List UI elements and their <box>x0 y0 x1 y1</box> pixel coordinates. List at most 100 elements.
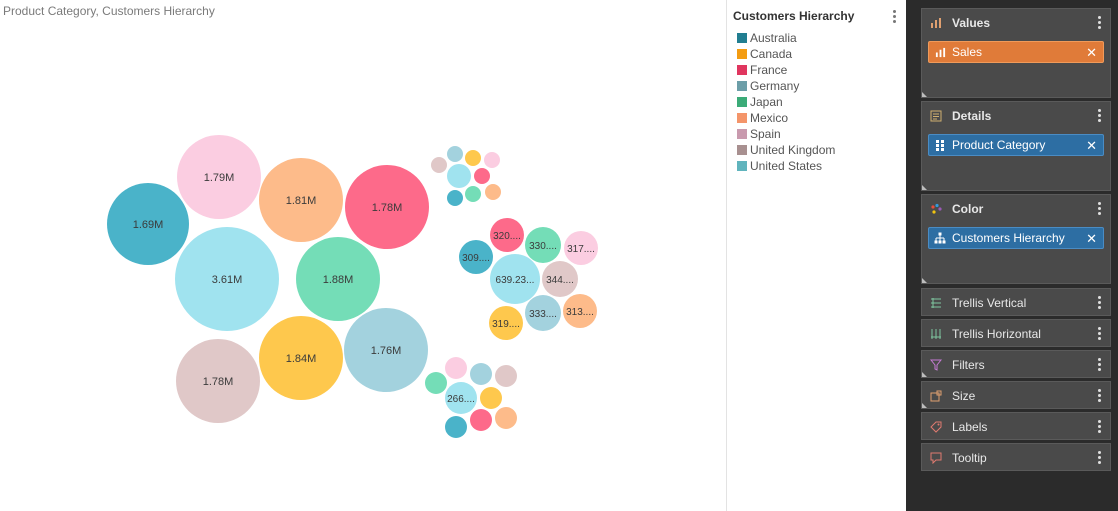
tooltip-well[interactable]: Tooltip <box>921 443 1111 471</box>
labels-label: Labels <box>952 420 988 434</box>
bubble[interactable] <box>175 227 279 331</box>
filters-label: Filters <box>952 358 985 372</box>
panel-splitter[interactable] <box>906 0 915 511</box>
remove-product-category-icon[interactable]: ✕ <box>1086 138 1097 153</box>
tag-icon <box>929 420 943 434</box>
legend-swatch <box>737 49 747 59</box>
bubble-label: 1.84M <box>286 353 317 365</box>
labels-menu-icon[interactable] <box>1096 419 1102 435</box>
legend-item[interactable]: United Kingdom <box>737 142 835 158</box>
bubble[interactable] <box>525 295 561 331</box>
well-resize-handle[interactable] <box>922 92 927 97</box>
bubble[interactable] <box>490 254 540 304</box>
remove-sales-icon[interactable]: ✕ <box>1086 45 1097 60</box>
well-resize-handle[interactable] <box>922 403 927 408</box>
filters-well[interactable]: Filters <box>921 350 1111 378</box>
customers-hierarchy-pill[interactable]: Customers Hierarchy ✕ <box>928 227 1104 249</box>
remove-customers-hierarchy-icon[interactable]: ✕ <box>1086 231 1097 246</box>
grip-icon <box>934 139 946 151</box>
filters-menu-icon[interactable] <box>1096 357 1102 373</box>
values-menu-icon[interactable] <box>1096 15 1102 31</box>
bubble-chart: 3.61M 1.88M 1.84M 1.81M 1.79M 1.78M 1.78M 1.76M… <box>107 135 598 438</box>
bubble[interactable] <box>447 164 471 188</box>
bubble[interactable] <box>525 227 561 263</box>
legend-more-icon[interactable] <box>887 8 901 26</box>
well-resize-handle[interactable] <box>922 278 927 283</box>
trellis-vertical-icon <box>929 296 943 310</box>
trellis-vertical-well[interactable]: Trellis Vertical <box>921 288 1111 316</box>
bubble[interactable] <box>459 240 493 274</box>
legend-swatch <box>737 33 747 43</box>
bubble[interactable] <box>470 363 492 385</box>
bubble[interactable] <box>296 237 380 321</box>
bubble-label: 319.... <box>492 319 520 330</box>
bubble[interactable] <box>431 157 447 173</box>
bubble[interactable] <box>465 150 481 166</box>
trellis-horizontal-menu-icon[interactable] <box>1096 326 1102 342</box>
bubble[interactable] <box>484 152 500 168</box>
well-resize-handle[interactable] <box>922 372 927 377</box>
tooltip-header: Tooltip <box>922 444 1110 472</box>
trellis-horizontal-well[interactable]: Trellis Horizontal <box>921 319 1111 347</box>
bubble-label: 266.... <box>447 394 475 405</box>
legend-item[interactable]: France <box>737 62 835 78</box>
color-menu-icon[interactable] <box>1096 201 1102 217</box>
bubble-label: 333.... <box>529 309 557 320</box>
sales-pill[interactable]: Sales ✕ <box>928 41 1104 63</box>
bubble[interactable] <box>495 407 517 429</box>
bubble[interactable] <box>176 339 260 423</box>
bubble-label: 1.69M <box>133 219 164 231</box>
legend-item[interactable]: Canada <box>737 46 835 62</box>
bubble[interactable] <box>490 218 524 252</box>
values-well: Values Sales ✕ <box>921 8 1111 98</box>
bubble[interactable] <box>563 294 597 328</box>
bubble[interactable] <box>480 387 502 409</box>
legend-item[interactable]: Spain <box>737 126 835 142</box>
bubble[interactable] <box>470 409 492 431</box>
bubble[interactable] <box>445 416 467 438</box>
bubble[interactable] <box>465 186 481 202</box>
legend-label: Canada <box>750 47 793 61</box>
product-category-pill[interactable]: Product Category ✕ <box>928 134 1104 156</box>
size-well[interactable]: Size <box>921 381 1111 409</box>
bubble[interactable] <box>345 165 429 249</box>
legend-item[interactable]: Australia <box>737 30 835 46</box>
bubble[interactable] <box>107 183 189 265</box>
bubble[interactable] <box>344 308 428 392</box>
bubble[interactable] <box>542 261 578 297</box>
bubble[interactable] <box>447 146 463 162</box>
legend-title: Customers Hierarchy <box>733 9 855 23</box>
details-well: Details Product Category ✕ <box>921 101 1111 191</box>
bubble[interactable] <box>445 357 467 379</box>
legend: Customers Hierarchy Australia Canada Fra… <box>726 0 906 511</box>
trellis-vertical-menu-icon[interactable] <box>1096 295 1102 311</box>
legend-item[interactable]: Mexico <box>737 110 835 126</box>
bubble[interactable] <box>177 135 261 219</box>
hierarchy-icon <box>934 232 946 244</box>
legend-item[interactable]: Germany <box>737 78 835 94</box>
bubble[interactable] <box>259 316 343 400</box>
labels-well[interactable]: Labels <box>921 412 1111 440</box>
legend-item[interactable]: United States <box>737 158 835 174</box>
bubble[interactable] <box>447 190 463 206</box>
legend-list: Australia Canada France Germany Japan Me… <box>737 30 835 174</box>
bubble[interactable] <box>474 168 490 184</box>
legend-item[interactable]: Japan <box>737 94 835 110</box>
bubble[interactable] <box>489 306 523 340</box>
bubble-label: 1.79M <box>204 172 235 184</box>
size-menu-icon[interactable] <box>1096 388 1102 404</box>
tooltip-menu-icon[interactable] <box>1096 450 1102 466</box>
bubble[interactable] <box>445 382 477 414</box>
bubble[interactable] <box>564 231 598 265</box>
trellis-vertical-label: Trellis Vertical <box>952 296 1027 310</box>
bubble[interactable] <box>485 184 501 200</box>
bubble[interactable] <box>495 365 517 387</box>
well-resize-handle[interactable] <box>922 185 927 190</box>
details-well-header: Details <box>922 102 1110 130</box>
bubble[interactable] <box>425 372 447 394</box>
trellis-horizontal-label: Trellis Horizontal <box>952 327 1041 341</box>
details-menu-icon[interactable] <box>1096 108 1102 124</box>
bar-chart-icon <box>929 16 943 30</box>
bubble[interactable] <box>259 158 343 242</box>
legend-label: Australia <box>750 31 797 45</box>
